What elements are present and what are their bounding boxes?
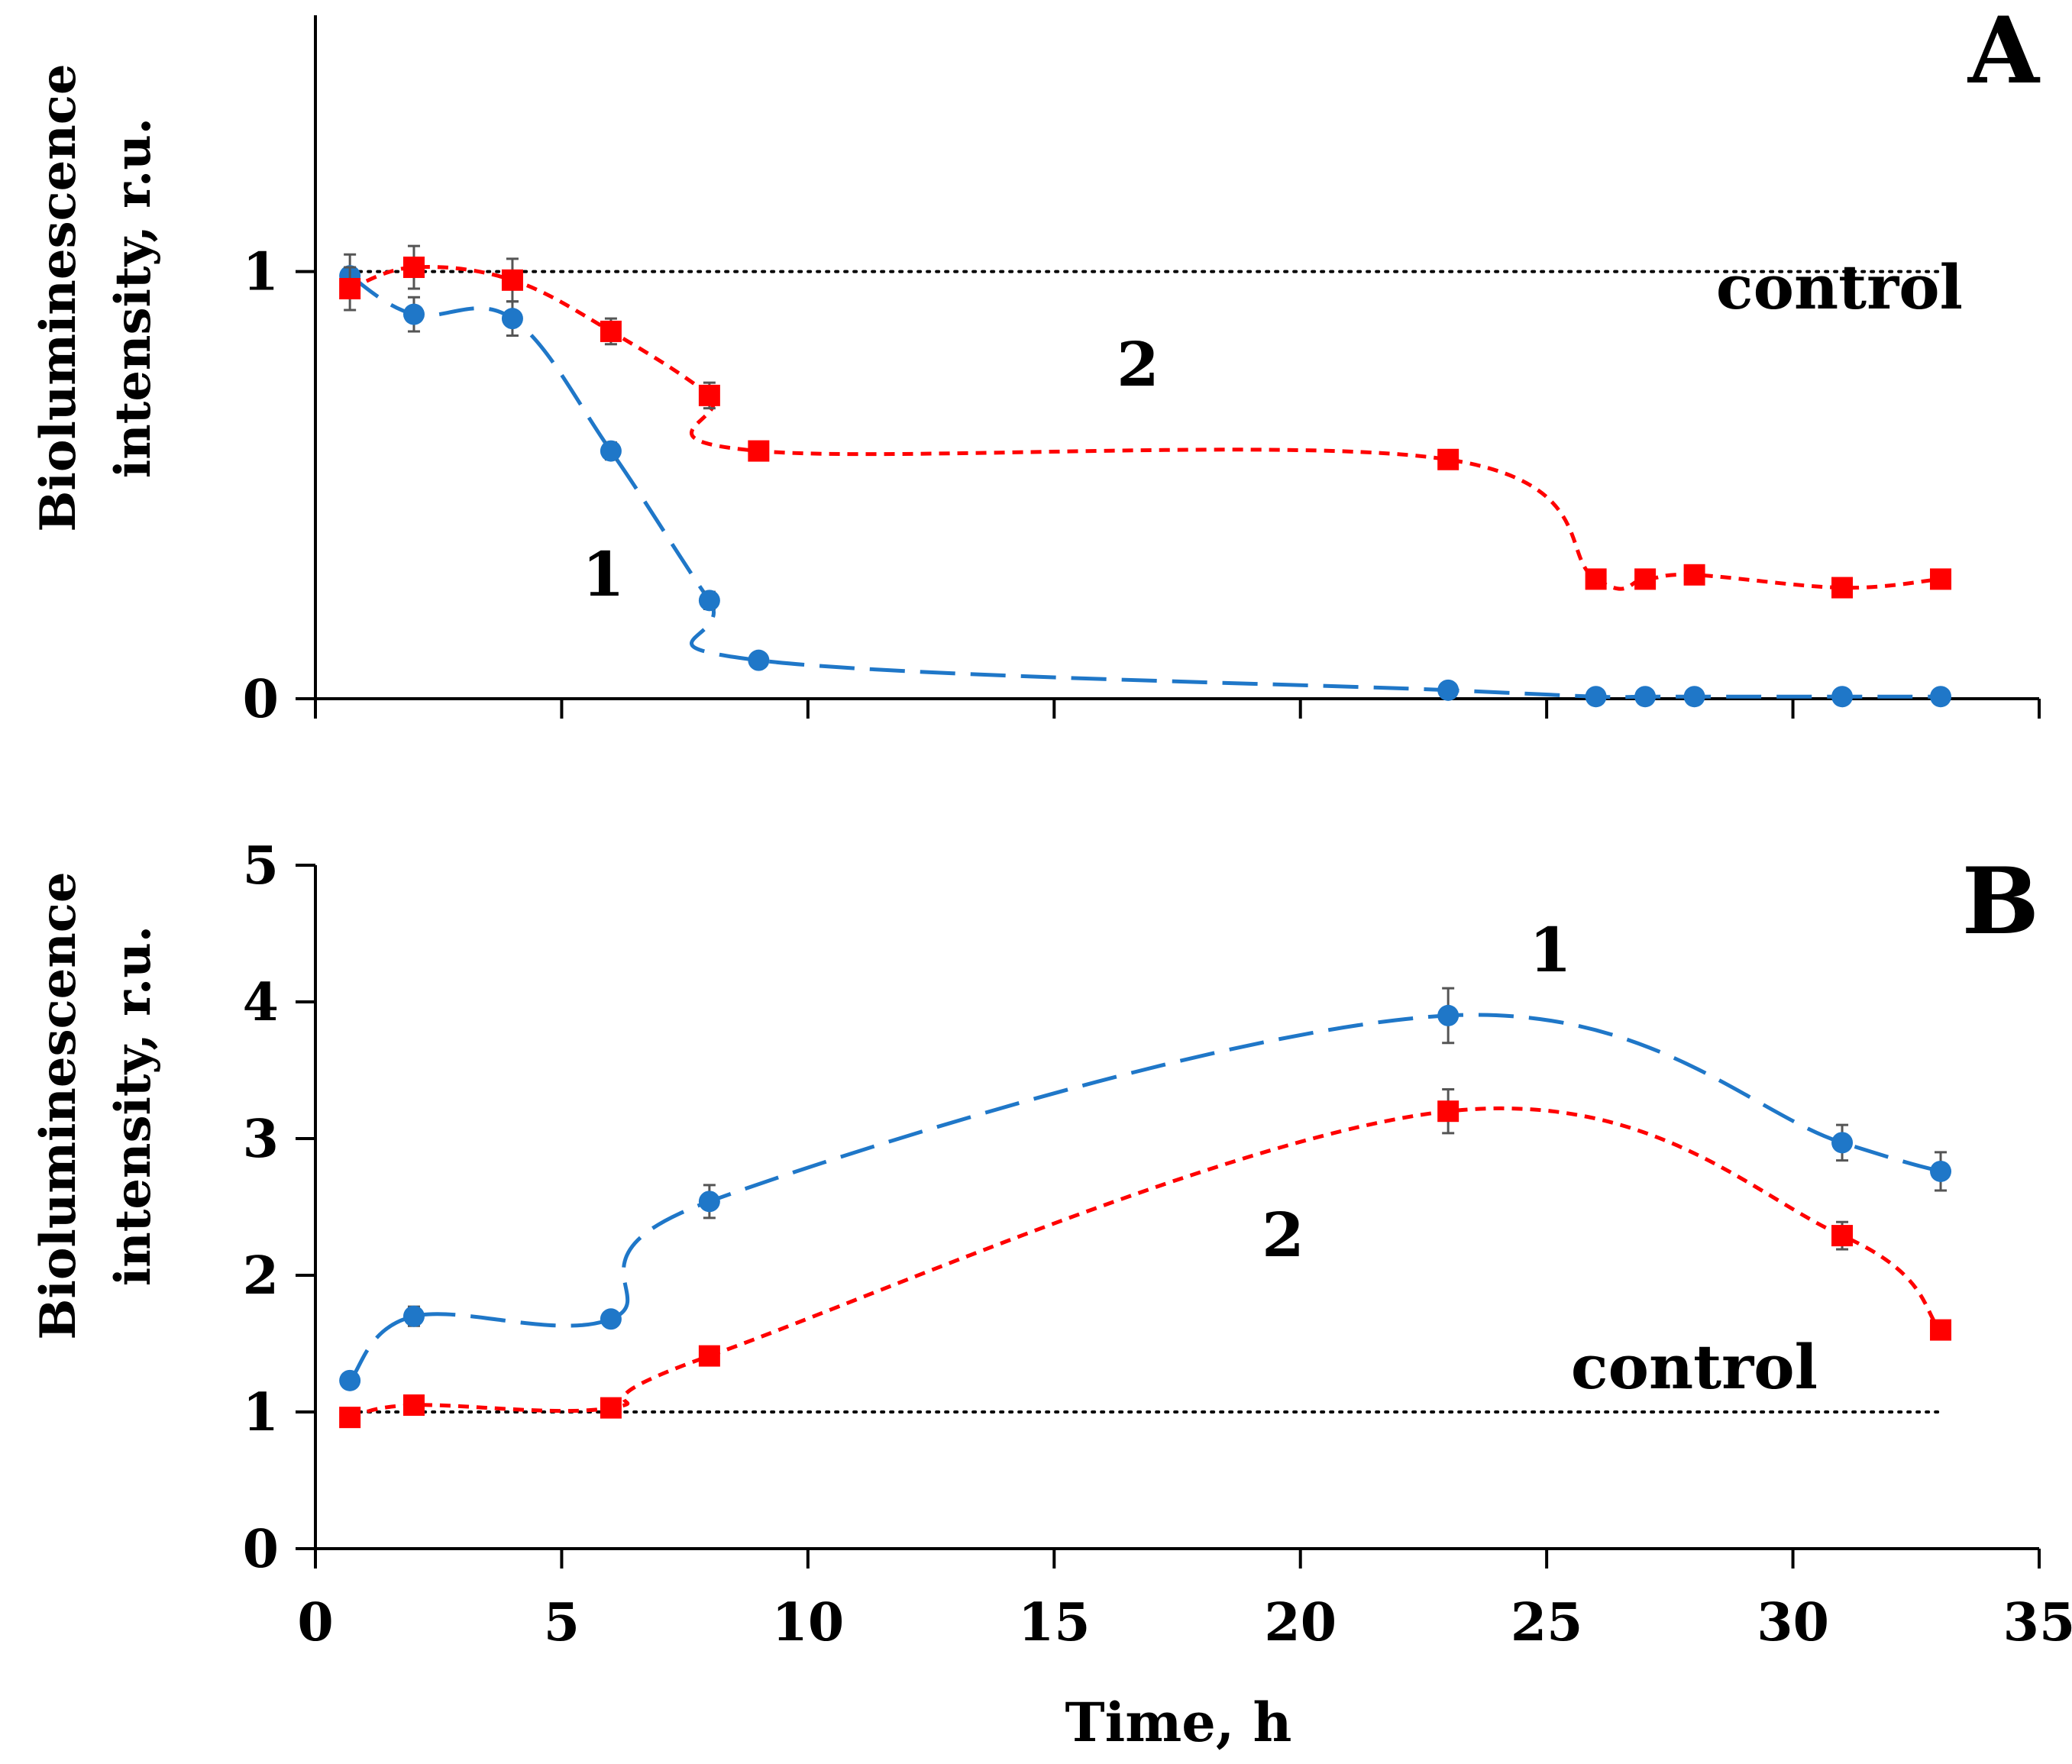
panel-b-series-2-line [349, 1106, 1942, 1420]
panel-b-control-label: control [1571, 1331, 1818, 1403]
panel-b-series-2-point [1930, 1319, 1952, 1341]
panel-b-plot: 0 1 2 3 4 5 0 5 10 15 20 25 30 35 [243, 835, 2072, 1653]
panel-a-series-1-point [402, 303, 425, 325]
panel-b-series-2-point [339, 1407, 361, 1429]
panel-a-series-1-point [698, 590, 720, 612]
panel-b-series-1-point [1437, 1004, 1459, 1026]
panel-b-x-tick-label: 20 [1264, 1592, 1337, 1653]
panel-a-series-2-point [501, 269, 523, 291]
panel-a-series-2-point [1585, 568, 1607, 590]
panel-b-x-tick-label: 30 [1757, 1592, 1829, 1653]
panel-a-series-2-point [1683, 564, 1705, 586]
panel-a-plot: 01 [243, 15, 2041, 730]
panel-a: A Bioluminescence intensity, r.u. contro… [30, 0, 2041, 610]
panel-b-label: B [1962, 848, 2039, 955]
panel-b-x-tick-label: 0 [297, 1592, 333, 1653]
panel-b-x-tick-label: 5 [544, 1592, 580, 1653]
panel-b-series-1-point [1831, 1132, 1854, 1154]
panel-b-y-tick-label: 2 [243, 1245, 279, 1307]
panel-b-y-tick-label: 0 [243, 1519, 279, 1580]
x-axis-title: Time, h [1065, 1691, 1292, 1754]
panel-b-series-2-point [698, 1345, 720, 1367]
panel-a-curve-label-1: 1 [582, 538, 625, 610]
panel-b-series-2-point [402, 1394, 425, 1417]
panel-a-series-1-point [501, 308, 523, 330]
panel-a-series-1-point [1634, 686, 1657, 708]
panel-a-ylabel-line1: Bioluminescence [30, 63, 87, 531]
panel-b: B Bioluminescence intensity, r.u. contro… [30, 848, 2039, 1754]
panel-b-series-2-point [1831, 1225, 1854, 1247]
panel-b-curve-label-1: 1 [1529, 914, 1572, 986]
panel-a-series-1-point [1437, 679, 1459, 701]
panel-b-series-2-point [1437, 1100, 1459, 1123]
panel-b-series-2-point [600, 1397, 622, 1419]
panel-b-series-1-line [348, 1013, 1941, 1382]
panel-a-y-tick-label: 0 [243, 669, 279, 730]
panel-a-series-2-point [600, 320, 622, 342]
panel-a-series-1-point [1585, 686, 1607, 708]
panel-a-series-1-point [1930, 686, 1952, 708]
panel-a-control-label: control [1716, 251, 1963, 323]
panel-a-series-2-point [1831, 577, 1854, 599]
panel-b-x-tick-label: 15 [1018, 1592, 1091, 1653]
panel-b-y-tick-label: 5 [243, 835, 279, 897]
panel-a-series-1-point [1683, 686, 1705, 708]
panel-b-series-1-point [339, 1369, 361, 1391]
panel-a-series-2-point [748, 440, 770, 462]
panel-b-ylabel-line1: Bioluminescence [30, 871, 87, 1339]
panel-a-series-1-point [748, 649, 770, 671]
panel-a-y-tick-label: 1 [243, 242, 279, 303]
panel-a-ylabel-line2: intensity, r.u. [105, 118, 162, 478]
panel-b-y-tick-label: 4 [243, 972, 279, 1033]
panel-a-series-2-point [402, 257, 425, 279]
panel-b-y-tick-label: 3 [243, 1109, 279, 1170]
panel-b-series-1-point [1930, 1160, 1952, 1182]
panel-b-series-1-point [600, 1308, 622, 1330]
panel-a-series-2-point [339, 278, 361, 299]
panel-a-series-1-point [1831, 686, 1854, 708]
panel-a-series-1-point [600, 440, 622, 462]
panel-b-x-tick-label: 10 [772, 1592, 845, 1653]
panel-a-label: A [1967, 0, 2041, 105]
panel-b-x-tick-label: 35 [2003, 1592, 2072, 1653]
panel-a-series-2-point [1437, 448, 1459, 470]
panel-a-curve-label-2: 2 [1117, 328, 1159, 400]
panel-b-x-tick-label: 25 [1511, 1592, 1583, 1653]
panel-a-series-2-point [1930, 568, 1952, 590]
panel-b-ylabel-line2: intensity, r.u. [105, 926, 162, 1286]
panel-a-series-2-point [1634, 568, 1657, 590]
panel-b-y-tick-label: 1 [243, 1382, 279, 1443]
panel-b-series-1-point [402, 1305, 425, 1327]
panel-a-series-2-point [698, 384, 720, 406]
panel-b-series-1-point [698, 1191, 720, 1213]
panel-b-curve-label-2: 2 [1262, 1199, 1304, 1271]
